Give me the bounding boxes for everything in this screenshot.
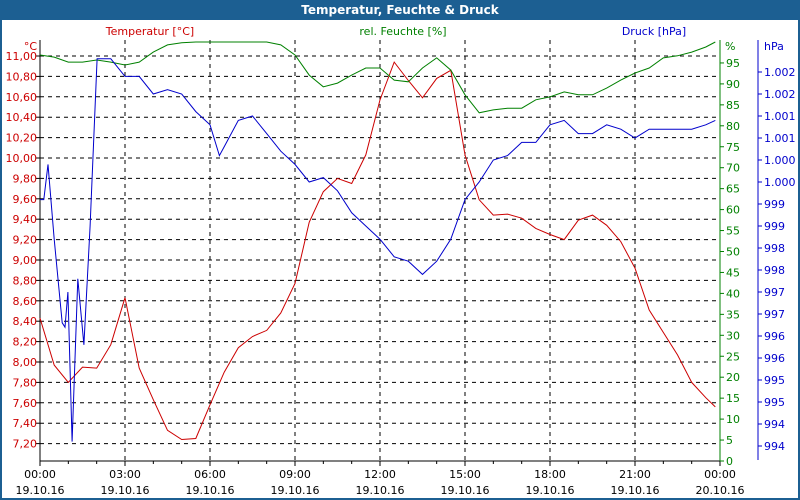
pressure-tick-label: 1.001 (764, 110, 796, 123)
temperature-axis-title: Temperatur [°C] (105, 25, 194, 38)
humidity-tick-label: 85 (726, 99, 740, 112)
x-tick-label-date: 19.10.16 (16, 484, 65, 497)
temperature-tick-label: 7,40 (13, 417, 38, 430)
temperature-tick-label: 8,00 (13, 356, 38, 369)
x-tick-label-time: 12:00 (364, 468, 396, 481)
humidity-tick-label: 80 (726, 120, 740, 133)
pressure-axis-title: Druck [hPa] (622, 25, 686, 38)
x-tick-label-date: 19.10.16 (611, 484, 660, 497)
pressure-tick-label: 1.002 (764, 88, 796, 101)
humidity-tick-label: 5 (726, 434, 733, 447)
humidity-tick-label: 40 (726, 287, 740, 300)
temperature-tick-label: 9,60 (13, 193, 38, 206)
humidity-tick-label: 75 (726, 141, 740, 154)
pressure-tick-label: 1.001 (764, 132, 796, 145)
humidity-axis-title: rel. Feuchte [%] (359, 25, 446, 38)
x-tick-label-date: 19.10.16 (186, 484, 235, 497)
humidity-tick-label: 70 (726, 162, 740, 175)
x-tick-label-time: 00:00 (704, 468, 736, 481)
temperature-tick-label: 9,80 (13, 172, 38, 185)
pressure-tick-label: 999 (764, 198, 785, 211)
humidity-tick-label: 25 (726, 350, 740, 363)
humidity-tick-label: 45 (726, 266, 740, 279)
x-tick-label-time: 06:00 (194, 468, 226, 481)
pressure-tick-label: 998 (764, 242, 785, 255)
pressure-tick-label: 994 (764, 440, 785, 453)
x-tick-label-date: 19.10.16 (441, 484, 490, 497)
humidity-tick-label: 95 (726, 57, 740, 70)
x-tick-label-date: 20.10.16 (696, 484, 745, 497)
humidity-tick-label: 90 (726, 78, 740, 91)
x-tick-label-date: 19.10.16 (271, 484, 320, 497)
x-tick-label-date: 19.10.16 (356, 484, 405, 497)
temperature-tick-label: 8,80 (13, 274, 38, 287)
humidity-tick-label: 60 (726, 204, 740, 217)
temperature-tick-label: 9,20 (13, 234, 38, 247)
x-tick-label-time: 21:00 (619, 468, 651, 481)
pressure-tick-label: 998 (764, 264, 785, 277)
pressure-tick-label: 997 (764, 286, 785, 299)
x-tick-label-date: 19.10.16 (526, 484, 575, 497)
x-tick-label-time: 18:00 (534, 468, 566, 481)
temperature-tick-label: 7,80 (13, 376, 38, 389)
temperature-tick-label: 10,20 (6, 132, 38, 145)
humidity-tick-label: 55 (726, 225, 740, 238)
humidity-tick-label: 15 (726, 392, 740, 405)
temperature-tick-label: 10,80 (6, 70, 38, 83)
x-tick-label-time: 15:00 (449, 468, 481, 481)
temperature-series-line (39, 61, 716, 441)
pressure-tick-label: 994 (764, 418, 785, 431)
temperature-tick-label: 9,00 (13, 254, 38, 267)
humidity-series-line (39, 41, 716, 114)
humidity-tick-label: 65 (726, 183, 740, 196)
humidity-tick-label: 10 (726, 413, 740, 426)
humidity-tick-label: 30 (726, 329, 740, 342)
pressure-unit: hPa (764, 40, 784, 53)
humidity-tick-label: 20 (726, 371, 740, 384)
pressure-tick-label: 996 (764, 352, 785, 365)
x-tick-label-date: 19.10.16 (101, 484, 150, 497)
x-tick-label-time: 09:00 (279, 468, 311, 481)
x-tick-label-time: 00:00 (24, 468, 56, 481)
humidity-tick-label: 0 (726, 455, 733, 468)
temperature-tick-label: 8,20 (13, 336, 38, 349)
pressure-series-line (40, 58, 716, 442)
temperature-tick-label: 11,00 (6, 50, 38, 63)
temperature-tick-label: 8,60 (13, 295, 38, 308)
humidity-tick-label: 50 (726, 246, 740, 259)
pressure-tick-label: 997 (764, 308, 785, 321)
temperature-tick-label: 10,60 (6, 91, 38, 104)
temperature-tick-label: 10,40 (6, 111, 38, 124)
temperature-tick-label: 7,60 (13, 397, 38, 410)
pressure-tick-label: 1.000 (764, 176, 796, 189)
temperature-unit: °C (24, 40, 38, 53)
pressure-tick-label: 1.000 (764, 154, 796, 167)
pressure-tick-label: 995 (764, 374, 785, 387)
pressure-tick-label: 1.002 (764, 66, 796, 79)
pressure-tick-label: 999 (764, 220, 785, 233)
chart-title: Temperatur, Feuchte & Druck (2, 0, 798, 20)
temperature-tick-label: 10,00 (6, 152, 38, 165)
temperature-tick-label: 8,40 (13, 315, 38, 328)
temperature-tick-label: 7,20 (13, 438, 38, 451)
humidity-unit: % (725, 40, 735, 53)
x-tick-label-time: 03:00 (109, 468, 141, 481)
pressure-tick-label: 996 (764, 330, 785, 343)
temperature-tick-label: 9,40 (13, 213, 38, 226)
humidity-tick-label: 35 (726, 308, 740, 321)
pressure-tick-label: 995 (764, 396, 785, 409)
